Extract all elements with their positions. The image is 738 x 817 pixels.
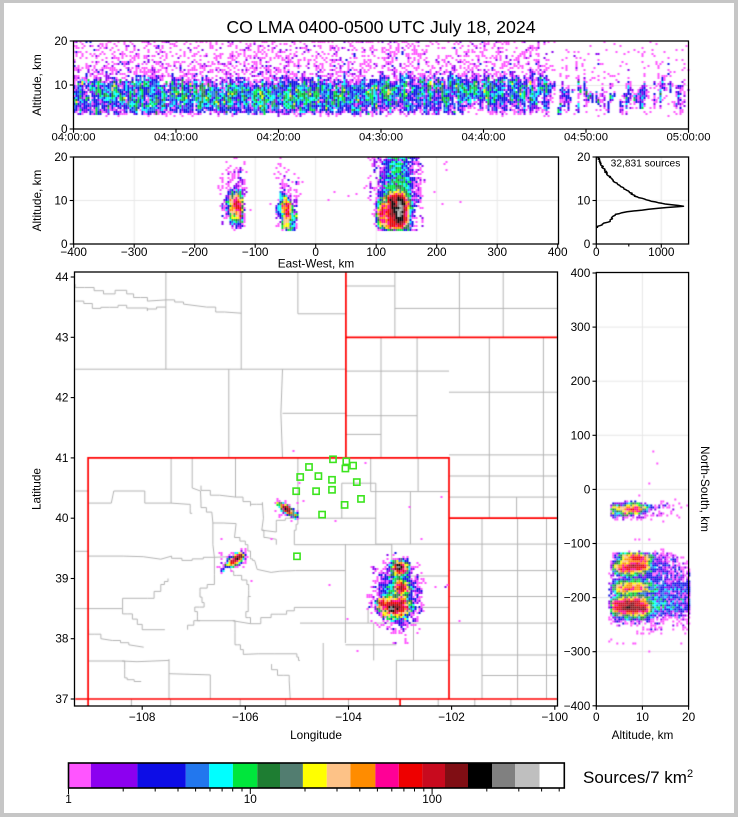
svg-text:Altitude, km: Altitude, km xyxy=(30,54,44,116)
svg-text:20: 20 xyxy=(54,34,68,48)
svg-text:0: 0 xyxy=(61,237,68,251)
svg-text:0: 0 xyxy=(584,482,591,496)
svg-text:Latitude: Latitude xyxy=(30,468,44,510)
svg-text:1000: 1000 xyxy=(648,245,675,259)
svg-text:100: 100 xyxy=(366,245,386,259)
svg-text:04:00:00: 04:00:00 xyxy=(52,132,96,144)
svg-text:0: 0 xyxy=(593,245,600,259)
svg-text:−100: −100 xyxy=(564,537,591,551)
svg-text:41: 41 xyxy=(55,451,68,465)
svg-text:39: 39 xyxy=(55,572,68,586)
svg-text:400: 400 xyxy=(571,266,591,280)
svg-text:−200: −200 xyxy=(181,245,208,259)
svg-text:300: 300 xyxy=(571,320,591,334)
svg-text:05:00:00: 05:00:00 xyxy=(667,132,711,144)
svg-text:04:50:00: 04:50:00 xyxy=(564,132,608,144)
svg-text:−100: −100 xyxy=(542,710,569,724)
svg-text:40: 40 xyxy=(55,511,69,525)
svg-text:0: 0 xyxy=(593,710,600,724)
svg-text:300: 300 xyxy=(487,245,507,259)
svg-text:200: 200 xyxy=(427,245,447,259)
svg-text:−300: −300 xyxy=(121,245,148,259)
svg-text:100: 100 xyxy=(422,792,442,806)
svg-text:0: 0 xyxy=(61,122,68,136)
svg-text:10: 10 xyxy=(54,78,68,92)
svg-text:Altitude, km: Altitude, km xyxy=(612,728,674,742)
svg-text:−104: −104 xyxy=(335,710,362,724)
svg-text:Longitude: Longitude xyxy=(290,728,342,742)
svg-text:100: 100 xyxy=(571,428,591,442)
svg-text:20: 20 xyxy=(577,150,591,164)
svg-text:37: 37 xyxy=(55,692,68,706)
svg-text:10: 10 xyxy=(54,194,68,208)
svg-text:42: 42 xyxy=(55,391,68,405)
svg-text:North-South, km: North-South, km xyxy=(698,446,712,532)
svg-text:−400: −400 xyxy=(60,245,87,259)
svg-text:32,831 sources: 32,831 sources xyxy=(611,159,681,170)
svg-text:38: 38 xyxy=(55,632,69,646)
svg-text:CO LMA 0400-0500 UTC July 18,: CO LMA 0400-0500 UTC July 18, 2024 xyxy=(226,17,535,37)
svg-text:−102: −102 xyxy=(438,710,465,724)
svg-text:04:10:00: 04:10:00 xyxy=(154,132,198,144)
svg-text:200: 200 xyxy=(571,374,591,388)
svg-text:0: 0 xyxy=(312,245,319,259)
svg-text:10: 10 xyxy=(244,792,258,806)
svg-text:−300: −300 xyxy=(564,645,591,659)
svg-text:04:20:00: 04:20:00 xyxy=(257,132,301,144)
svg-text:10: 10 xyxy=(636,710,650,724)
svg-text:43: 43 xyxy=(55,330,69,344)
svg-text:East-West, km: East-West, km xyxy=(278,257,355,271)
svg-text:Altitude, km: Altitude, km xyxy=(30,170,44,232)
svg-text:−100: −100 xyxy=(242,245,269,259)
svg-text:1: 1 xyxy=(65,792,72,806)
svg-text:44: 44 xyxy=(55,270,69,284)
svg-text:20: 20 xyxy=(54,150,68,164)
svg-text:Sources/7 km2: Sources/7 km2 xyxy=(583,768,693,787)
svg-text:04:30:00: 04:30:00 xyxy=(359,132,403,144)
svg-text:04:40:00: 04:40:00 xyxy=(462,132,506,144)
svg-text:0: 0 xyxy=(584,237,591,251)
svg-text:20: 20 xyxy=(682,710,696,724)
svg-text:−108: −108 xyxy=(129,710,156,724)
svg-text:−200: −200 xyxy=(564,591,591,605)
svg-text:−400: −400 xyxy=(564,699,591,713)
svg-text:400: 400 xyxy=(548,245,568,259)
svg-text:10: 10 xyxy=(577,194,591,208)
svg-text:−106: −106 xyxy=(232,710,259,724)
